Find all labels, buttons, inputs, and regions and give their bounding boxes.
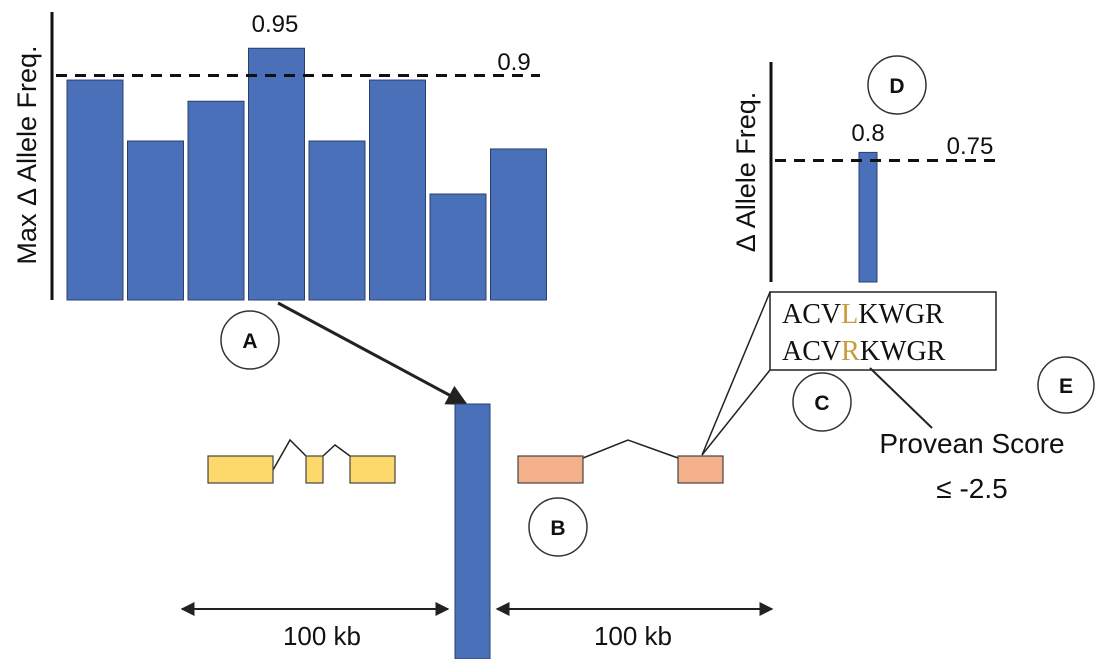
variant-residue: R	[841, 336, 860, 367]
panel-a-bars	[67, 48, 547, 300]
right-distance-label: 100 kb	[594, 621, 672, 651]
panel-d-y-axis-label: Δ Allele Freq.	[731, 92, 761, 253]
reference-sequence: ACVLKWGR	[782, 299, 944, 330]
panel-d-bar-label: 0.8	[851, 120, 884, 147]
gene-left-intron-1	[273, 440, 306, 470]
panel-d-chart: Δ Allele Freq. 0.8 0.75 D	[731, 56, 1000, 282]
callout-line-top	[702, 292, 770, 455]
gene-left-exon-1	[208, 456, 273, 483]
panel-a-bar-5	[309, 141, 365, 300]
panel-a-marker-label: A	[242, 330, 257, 353]
peak-to-locus-arrow	[278, 303, 466, 404]
gene-left-exon-3	[350, 456, 395, 483]
panel-d-threshold-label: 0.75	[947, 133, 994, 160]
panel-b-marker-label: B	[550, 517, 565, 540]
panel-a-peak-label: 0.95	[252, 11, 299, 38]
gene-left-intron-2	[323, 445, 350, 456]
panel-b-locus: B 100 kb 100 kb	[182, 404, 772, 659]
panel-a-bar-7	[430, 194, 486, 300]
reference-seq-suffix: KWGR	[858, 299, 944, 330]
left-distance-label: 100 kb	[283, 621, 361, 651]
panel-a-threshold-label: 0.9	[497, 49, 530, 76]
locus-bar	[455, 404, 490, 659]
provean-score-label: Provean Score	[879, 428, 1064, 459]
panel-a-bar-1	[67, 80, 123, 300]
panel-a-bar-6	[370, 80, 426, 300]
variant-sequence: ACVRKWGR	[782, 336, 946, 367]
panel-d-bar	[859, 152, 877, 282]
panel-e-score: Provean Score ≤ -2.5 E	[870, 357, 1094, 504]
gene-left-exon-2	[306, 456, 323, 483]
gene-right-exon-1	[518, 456, 583, 483]
gene-model-right	[518, 440, 723, 483]
panel-a-bar-8	[491, 149, 547, 300]
gene-right-exon-2	[678, 456, 723, 483]
panel-a-y-axis-label: Max Δ Allele Freq.	[12, 45, 42, 264]
gene-model-left	[208, 440, 395, 483]
variant-seq-prefix: ACV	[782, 336, 841, 367]
reference-residue: L	[841, 299, 858, 330]
panel-a-bar-4	[249, 48, 305, 300]
panel-a-chart: Max Δ Allele Freq. 0.9 0.95 A	[12, 11, 547, 369]
provean-score-threshold: ≤ -2.5	[936, 473, 1007, 504]
gene-right-intron	[583, 440, 678, 458]
variant-seq-suffix: KWGR	[860, 336, 946, 367]
panel-e-marker-label: E	[1059, 375, 1073, 398]
panel-a-bar-3	[188, 101, 244, 300]
callout-line-bottom	[702, 370, 770, 455]
reference-seq-prefix: ACV	[782, 299, 841, 330]
panel-c-marker-label: C	[814, 392, 829, 415]
panel-a-bar-2	[128, 141, 184, 300]
panel-d-marker-label: D	[889, 75, 904, 98]
score-pointer-line	[870, 368, 932, 428]
